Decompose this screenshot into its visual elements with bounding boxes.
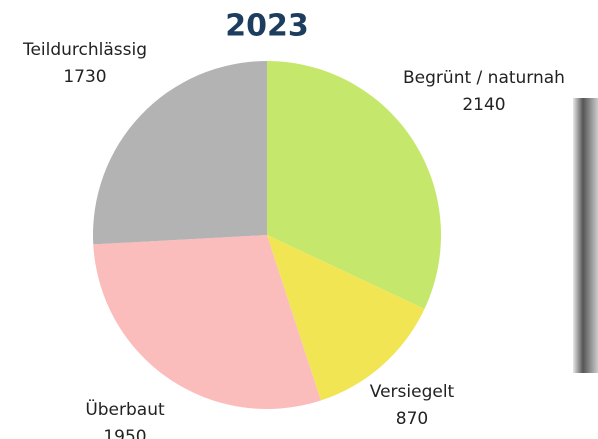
slice-label: Überbaut [85, 398, 165, 420]
slice-label: Begrünt / naturnah [403, 68, 565, 88]
chart: Begrünt / naturnah 2140 Versiegelt 870 Überb… [0, 0, 598, 439]
photo-fragment [573, 98, 598, 373]
slice-value: 1730 [63, 67, 106, 87]
chart-title: 2023 [225, 9, 309, 44]
slice-label: Versiegelt [370, 382, 455, 402]
slice-label: Teildurchlässig [22, 40, 147, 60]
slice-value: 1950 [103, 427, 146, 439]
slice-value: 2140 [462, 95, 505, 115]
pie-slice [93, 61, 267, 244]
slice-value: 870 [396, 409, 428, 429]
